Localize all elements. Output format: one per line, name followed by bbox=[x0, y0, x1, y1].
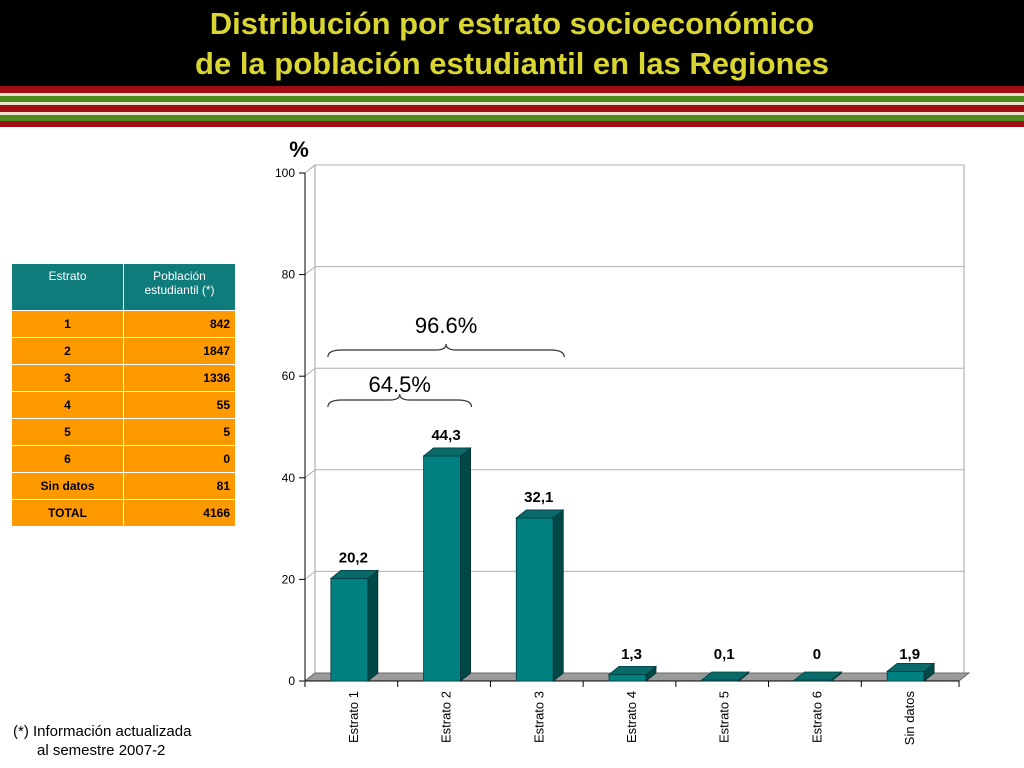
table-row: 1 842 bbox=[11, 310, 236, 338]
annotation-brace bbox=[327, 393, 473, 408]
table-cell-poblacion: 55 bbox=[123, 391, 236, 419]
population-table: Estrato Población estudiantil (*) 1 842 2 1… bbox=[11, 263, 236, 527]
table-cell-estrato: 6 bbox=[11, 445, 124, 473]
y-tick-label: 40 bbox=[282, 471, 296, 485]
bar-side bbox=[367, 569, 379, 682]
table-row: TOTAL 4166 bbox=[11, 499, 236, 527]
gridline bbox=[304, 469, 964, 479]
gridline bbox=[304, 570, 964, 580]
annotation-label: 64.5% bbox=[369, 372, 431, 397]
decorative-stripe bbox=[0, 105, 1024, 112]
bar-top bbox=[793, 671, 843, 681]
decorative-stripe bbox=[0, 86, 1024, 93]
gridline bbox=[304, 266, 964, 275]
bar-data-label: 1,9 bbox=[899, 646, 920, 663]
table-cell-poblacion: 1336 bbox=[123, 364, 236, 392]
bar-side bbox=[460, 447, 471, 682]
table-cell-poblacion: 81 bbox=[123, 472, 236, 500]
x-tick-label: Estrato 3 bbox=[531, 691, 546, 743]
bar-top bbox=[515, 509, 565, 519]
table-cell-estrato: 5 bbox=[11, 418, 124, 446]
bar-top bbox=[700, 671, 750, 681]
bar-top bbox=[607, 665, 658, 675]
footnote-line-2: al semestre 2007-2 bbox=[37, 742, 166, 759]
table-header-row: Estrato Población estudiantil (*) bbox=[11, 263, 236, 311]
table-row: 3 1336 bbox=[11, 364, 236, 392]
header-bar: Distribución por estrato socioeconómico … bbox=[0, 0, 1024, 86]
bar-front bbox=[886, 670, 925, 682]
bar-front bbox=[330, 577, 369, 682]
title-line-1: Distribución por estrato socioeconómico bbox=[209, 6, 815, 41]
bar-data-label: 32,1 bbox=[524, 489, 553, 506]
gridline bbox=[304, 367, 964, 377]
decorative-stripe bbox=[0, 112, 1024, 115]
back-wall bbox=[314, 164, 965, 674]
decorative-stripe bbox=[0, 96, 1024, 102]
side-wall bbox=[304, 163, 316, 683]
bar-front bbox=[608, 673, 647, 682]
decorative-stripe bbox=[0, 115, 1024, 121]
table-cell-estrato: 1 bbox=[11, 310, 124, 338]
population-table-container: Estrato Población estudiantil (*) 1 842 2 1… bbox=[11, 263, 236, 527]
bar-top bbox=[422, 447, 472, 457]
decorative-stripe bbox=[0, 121, 1024, 127]
bar-front bbox=[515, 517, 554, 682]
x-tick-label: Estrato 5 bbox=[717, 691, 732, 743]
y-tick-label: 0 bbox=[288, 674, 295, 688]
x-tick-label: Estrato 2 bbox=[439, 691, 454, 743]
bar-data-label: 0 bbox=[813, 646, 821, 663]
table-cell-poblacion: 842 bbox=[123, 310, 236, 338]
y-tick-label: 100 bbox=[275, 166, 295, 180]
table-body: 1 842 2 1847 3 1336 4 55 5 5 6 0 Sin datos 81 TOTAL 416… bbox=[11, 310, 236, 527]
bar-data-label: 20,2 bbox=[339, 549, 368, 566]
table-cell-estrato: TOTAL bbox=[11, 499, 124, 527]
bar-data-label: 0,1 bbox=[714, 646, 735, 663]
bar-front bbox=[423, 455, 461, 682]
x-tick-label: Sin datos bbox=[902, 691, 917, 746]
table-cell-poblacion: 0 bbox=[123, 445, 236, 473]
footnote-line-1: (*) Información actualizada bbox=[13, 723, 192, 740]
table-row: 4 55 bbox=[11, 391, 236, 419]
bar-data-label: 1,3 bbox=[621, 646, 642, 663]
table-cell-estrato: 2 bbox=[11, 337, 124, 365]
table-cell-estrato: 3 bbox=[11, 364, 124, 392]
annotation-label: 96.6% bbox=[415, 313, 477, 338]
table-row: 2 1847 bbox=[11, 337, 236, 365]
title-line-2: de la población estudiantil en las Regio… bbox=[195, 46, 829, 81]
y-tick-label: 20 bbox=[282, 572, 296, 586]
table-cell-poblacion: 4166 bbox=[123, 499, 236, 527]
table-cell-poblacion: 1847 bbox=[123, 337, 236, 365]
bar-data-label: 44,3 bbox=[431, 427, 460, 444]
x-tick-label: Estrato 4 bbox=[624, 691, 639, 743]
footnote: (*) Información actualizada al semestre … bbox=[13, 722, 191, 760]
x-tick-label: Estrato 1 bbox=[346, 691, 361, 743]
y-tick-label: 60 bbox=[282, 369, 296, 383]
annotation-brace bbox=[327, 343, 565, 358]
bar-side bbox=[552, 509, 564, 682]
y-tick-label: 80 bbox=[282, 268, 296, 282]
bar-top bbox=[886, 662, 936, 672]
y-axis-unit-label: % bbox=[289, 137, 309, 162]
decorative-stripe bbox=[0, 93, 1024, 96]
table-cell-estrato: 4 bbox=[11, 391, 124, 419]
x-tick-label: Estrato 6 bbox=[809, 691, 824, 743]
decorative-stripe bbox=[0, 102, 1024, 105]
gridline bbox=[304, 164, 964, 174]
table-header-estrato: Estrato bbox=[11, 263, 124, 311]
bar-top bbox=[329, 569, 379, 579]
